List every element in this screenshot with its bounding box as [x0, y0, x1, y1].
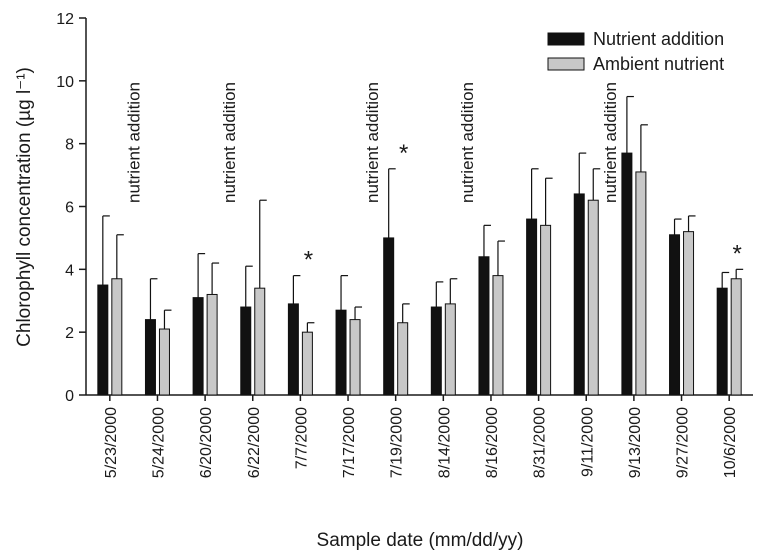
y-tick-label: 10 [56, 74, 74, 91]
annotations: nutrient addition nutrient addition nutrie… [125, 82, 742, 274]
y-tick-label: 12 [56, 11, 74, 28]
x-axis-tick-labels: 5/23/2000 5/24/2000 6/20/2000 6/22/2000 7/7/… [103, 395, 739, 478]
x-tick-label: 5/23/2000 [103, 407, 120, 478]
legend-label-ambient-nutrient: Ambient nutrient [593, 54, 724, 74]
x-tick-label: 7/17/2000 [341, 407, 358, 478]
bar-nutrient-addition [383, 237, 395, 396]
significance-star: * [733, 240, 742, 267]
bar-ambient-nutrient [206, 293, 218, 396]
bar-nutrient-addition [716, 287, 728, 396]
bar-nutrient-addition [287, 303, 299, 396]
bar-nutrient-addition [478, 256, 490, 396]
bar-ambient-nutrient [349, 319, 361, 396]
bar-ambient-nutrient [635, 171, 647, 396]
bars [97, 152, 742, 396]
legend-swatch-nutrient-addition [547, 32, 585, 46]
bar-nutrient-addition [192, 297, 204, 396]
bar-nutrient-addition [335, 309, 347, 396]
bar-nutrient-addition [526, 218, 538, 396]
bar-ambient-nutrient [444, 303, 456, 396]
y-tick-label: 2 [65, 325, 74, 342]
bar-ambient-nutrient [587, 199, 599, 396]
x-tick-label: 8/14/2000 [436, 407, 453, 478]
bar-nutrient-addition [144, 319, 156, 396]
bar-nutrient-addition [621, 152, 633, 396]
y-axis-title: Chlorophyll concentration (µg l⁻¹) [14, 67, 35, 347]
y-tick-label: 6 [65, 200, 74, 217]
legend-label-nutrient-addition: Nutrient addition [593, 29, 724, 49]
nutrient-addition-annotation: nutrient addition [458, 82, 477, 203]
legend: Nutrient addition Ambient nutrient [547, 29, 724, 74]
significance-star: * [304, 247, 313, 274]
x-tick-label: 6/20/2000 [198, 407, 215, 478]
bar-ambient-nutrient [540, 224, 552, 396]
bar-nutrient-addition [430, 306, 442, 396]
x-tick-label: 6/22/2000 [246, 407, 263, 478]
nutrient-addition-annotation: nutrient addition [363, 82, 382, 203]
bar-ambient-nutrient [683, 231, 695, 396]
x-tick-label: 7/7/2000 [293, 407, 310, 469]
axes [85, 18, 753, 396]
bar-nutrient-addition [669, 234, 681, 396]
error-bars [102, 95, 744, 333]
y-tick-label: 0 [65, 388, 74, 405]
nutrient-addition-annotation: nutrient addition [125, 82, 144, 203]
x-tick-label: 9/27/2000 [675, 407, 692, 478]
x-tick-label: 9/11/2000 [579, 407, 596, 477]
bar-ambient-nutrient [730, 278, 742, 396]
x-axis-title: Sample date (mm/dd/yy) [317, 530, 524, 551]
bar-nutrient-addition [240, 306, 252, 396]
bar-ambient-nutrient [254, 287, 266, 396]
bar-ambient-nutrient [301, 331, 313, 396]
x-tick-label: 5/24/2000 [150, 407, 167, 478]
bar-nutrient-addition [573, 193, 585, 396]
nutrient-addition-annotation: nutrient addition [601, 82, 620, 203]
bar-ambient-nutrient [111, 278, 123, 396]
y-tick-label: 8 [65, 137, 74, 154]
y-tick-label: 4 [65, 262, 74, 279]
bar-ambient-nutrient [492, 275, 504, 396]
bar-nutrient-addition [97, 284, 109, 396]
nutrient-addition-annotation: nutrient addition [220, 82, 239, 203]
y-axis-ticks: 0 2 4 6 8 10 12 [56, 11, 86, 405]
x-tick-label: 8/16/2000 [484, 407, 501, 478]
significance-star: * [399, 140, 408, 167]
x-tick-label: 10/6/2000 [722, 407, 739, 478]
x-tick-label: 9/13/2000 [627, 407, 644, 478]
legend-swatch-ambient-nutrient [547, 57, 585, 71]
bar-ambient-nutrient [397, 322, 409, 396]
x-tick-label: 7/19/2000 [389, 407, 406, 478]
x-tick-label: 8/31/2000 [532, 407, 549, 478]
bar-ambient-nutrient [158, 328, 170, 396]
